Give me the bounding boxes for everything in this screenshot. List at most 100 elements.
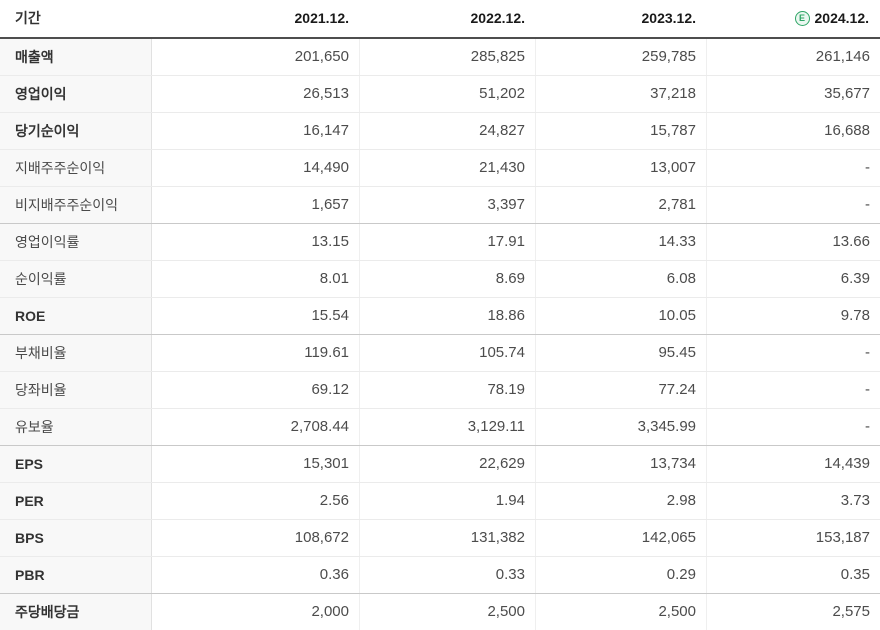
cell-value: 8.01: [152, 261, 360, 297]
cell-value: 6.08: [536, 261, 707, 297]
table-row: 당기순이익 16,147 24,827 15,787 16,688: [0, 112, 880, 149]
cell-value: 37,218: [536, 76, 707, 112]
cell-value: 2,781: [536, 187, 707, 223]
cell-value: 10.05: [536, 298, 707, 334]
cell-value: 105.74: [360, 335, 536, 371]
row-label: 부채비율: [0, 335, 152, 371]
cell-value: 259,785: [536, 39, 707, 75]
row-label: 당기순이익: [0, 113, 152, 149]
table-row: EPS 15,301 22,629 13,734 14,439: [0, 445, 880, 482]
cell-value: 108,672: [152, 520, 360, 556]
cell-value: 13.66: [832, 233, 870, 250]
row-label: 지배주주순이익: [0, 150, 152, 186]
cell-value: 14,490: [152, 150, 360, 186]
cell-value: 3.73: [840, 492, 870, 509]
row-label: 주당배당금: [0, 594, 152, 630]
cell-value: 69.12: [152, 372, 360, 408]
cell-value: 78.19: [360, 372, 536, 408]
cell-value: 13,734: [536, 446, 707, 482]
cell-value: 16,688: [824, 122, 870, 139]
cell-value: 142,065: [536, 520, 707, 556]
table-row: 당좌비율 69.12 78.19 77.24 -: [0, 371, 880, 408]
cell-value: 0.33: [360, 557, 536, 593]
cell-value: 13.15: [152, 224, 360, 260]
cell-value: 119.61: [152, 335, 360, 371]
cell-value: -: [865, 159, 870, 176]
cell-value: 15,301: [152, 446, 360, 482]
table-row: 주당배당금 2,000 2,500 2,500 2,575: [0, 593, 880, 630]
row-label: 영업이익: [0, 76, 152, 112]
year-header-2023: 2023.12.: [641, 10, 697, 26]
table-row: 부채비율 119.61 105.74 95.45 -: [0, 334, 880, 371]
cell-value: 13,007: [536, 150, 707, 186]
row-label: 순이익률: [0, 261, 152, 297]
cell-value: -: [865, 196, 870, 213]
row-label: PER: [0, 483, 152, 519]
cell-value: 3,345.99: [536, 409, 707, 445]
table-row: 유보율 2,708.44 3,129.11 3,345.99 -: [0, 408, 880, 445]
cell-value: 201,650: [152, 39, 360, 75]
table-row: 순이익률 8.01 8.69 6.08 6.39: [0, 260, 880, 297]
row-label: 영업이익률: [0, 224, 152, 260]
cell-value: 51,202: [360, 76, 536, 112]
cell-value: 9.78: [840, 307, 870, 324]
row-label: PBR: [0, 557, 152, 593]
cell-value: 22,629: [360, 446, 536, 482]
cell-value: 95.45: [536, 335, 707, 371]
table-row: 영업이익률 13.15 17.91 14.33 13.66: [0, 223, 880, 260]
cell-value: 2,500: [536, 594, 707, 630]
row-label: 비지배주주순이익: [0, 187, 152, 223]
period-column-header: 기간: [15, 10, 41, 26]
cell-value: 18.86: [360, 298, 536, 334]
cell-value: 0.35: [840, 566, 870, 583]
cell-value: 2,575: [832, 603, 870, 620]
cell-value: -: [865, 418, 870, 435]
row-label: 유보율: [0, 409, 152, 445]
cell-value: 17.91: [360, 224, 536, 260]
table-row: 영업이익 26,513 51,202 37,218 35,677: [0, 75, 880, 112]
cell-value: 15.54: [152, 298, 360, 334]
cell-value: 153,187: [815, 529, 870, 546]
row-label: 당좌비율: [0, 372, 152, 408]
estimate-circle-e-icon: E: [794, 10, 810, 26]
cell-value: 1.94: [360, 483, 536, 519]
table-row: 지배주주순이익 14,490 21,430 13,007 -: [0, 149, 880, 186]
cell-value: 131,382: [360, 520, 536, 556]
cell-value: 2.98: [536, 483, 707, 519]
cell-value: 26,513: [152, 76, 360, 112]
cell-value: 2,708.44: [152, 409, 360, 445]
year-header-2024-label: 2024.12.: [814, 10, 870, 26]
year-header-2022: 2022.12.: [470, 10, 526, 26]
table-header-row: 기간 2021.12. 2022.12. 2023.12. E 2024.12.: [0, 0, 880, 39]
cell-value: 35,677: [824, 85, 870, 102]
cell-value: 261,146: [815, 48, 870, 65]
table-row: 매출액 201,650 285,825 259,785 261,146: [0, 39, 880, 75]
table-row: 비지배주주순이익 1,657 3,397 2,781 -: [0, 186, 880, 223]
table-row: PER 2.56 1.94 2.98 3.73: [0, 482, 880, 519]
table-row: BPS 108,672 131,382 142,065 153,187: [0, 519, 880, 556]
cell-value: 6.39: [840, 270, 870, 287]
row-label: ROE: [0, 298, 152, 334]
cell-value: 2.56: [152, 483, 360, 519]
cell-value: 0.29: [536, 557, 707, 593]
table-row: ROE 15.54 18.86 10.05 9.78: [0, 297, 880, 334]
cell-value: 77.24: [536, 372, 707, 408]
row-label: BPS: [0, 520, 152, 556]
cell-value: 21,430: [360, 150, 536, 186]
row-label: 매출액: [0, 39, 152, 75]
cell-value: 15,787: [536, 113, 707, 149]
cell-value: -: [865, 344, 870, 361]
cell-value: 8.69: [360, 261, 536, 297]
cell-value: 3,397: [360, 187, 536, 223]
year-header-2021: 2021.12.: [294, 10, 350, 26]
cell-value: 285,825: [360, 39, 536, 75]
cell-value: 2,500: [360, 594, 536, 630]
year-header-2024-estimate: E 2024.12.: [707, 0, 880, 37]
row-label: EPS: [0, 446, 152, 482]
table-row: PBR 0.36 0.33 0.29 0.35: [0, 556, 880, 593]
cell-value: -: [865, 381, 870, 398]
cell-value: 16,147: [152, 113, 360, 149]
cell-value: 2,000: [152, 594, 360, 630]
cell-value: 0.36: [152, 557, 360, 593]
